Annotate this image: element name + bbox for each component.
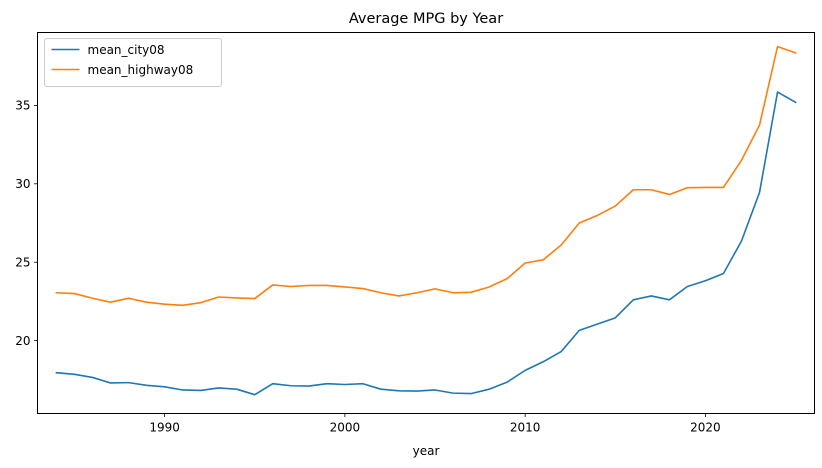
y-tick-label: 25 — [15, 255, 30, 269]
series-line-mean_highway08 — [55, 45, 797, 307]
x-tick-label: 2010 — [510, 421, 541, 435]
legend-box — [44, 38, 222, 87]
plot-frame — [37, 32, 815, 414]
legend: mean_city08 mean_highway08 — [44, 38, 222, 87]
x-tick-label: 2000 — [330, 421, 361, 435]
x-axis-title: year — [413, 444, 440, 458]
x-axis: 1990 2000 2010 2020 — [149, 413, 721, 435]
y-tick-label: 20 — [15, 334, 30, 348]
legend-label: mean_highway08 — [88, 63, 194, 77]
series-line-mean_city08 — [55, 91, 797, 396]
series-layer — [55, 45, 797, 396]
chart-title: Average MPG by Year — [349, 11, 503, 27]
y-tick-label: 35 — [15, 99, 30, 113]
legend-label: mean_city08 — [88, 43, 165, 57]
x-tick-label: 1990 — [149, 421, 180, 435]
y-tick-label: 30 — [15, 177, 30, 191]
y-axis: 20 25 30 35 — [15, 99, 38, 348]
x-tick-label: 2020 — [690, 421, 721, 435]
